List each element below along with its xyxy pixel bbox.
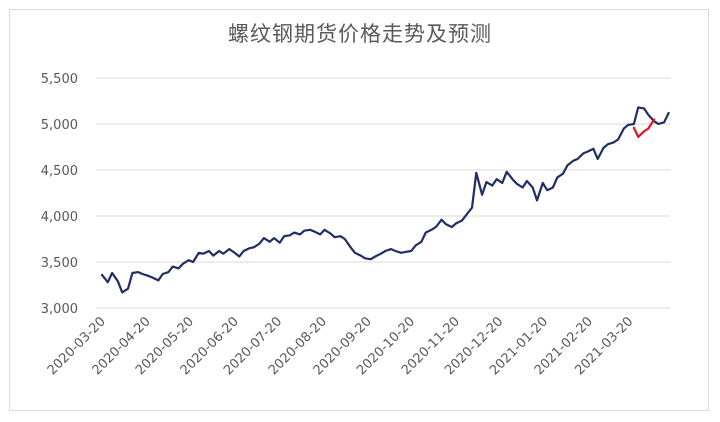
y-tick-label: 4,000: [41, 210, 78, 225]
x-axis-ticks: 2020-03-202020-04-202020-05-202020-06-20…: [45, 314, 637, 378]
series-lines: [100, 106, 670, 294]
chart-frame: [9, 9, 709, 411]
series-line-forecast: [632, 118, 656, 138]
chart-title: 螺纹钢期货价格走势及预测: [228, 22, 492, 46]
y-axis-ticks: 3,000 3,500 4,000 4,500 5,000 5,500: [41, 72, 78, 317]
y-tick-label: 5,500: [41, 72, 78, 87]
y-tick-label: 3,500: [41, 256, 78, 271]
y-tick-label: 4,500: [41, 164, 78, 179]
y-tick-label: 3,000: [41, 302, 78, 317]
grid-lines: [96, 77, 670, 309]
series-line-actual: [100, 106, 670, 294]
y-tick-label: 5,000: [41, 118, 78, 133]
